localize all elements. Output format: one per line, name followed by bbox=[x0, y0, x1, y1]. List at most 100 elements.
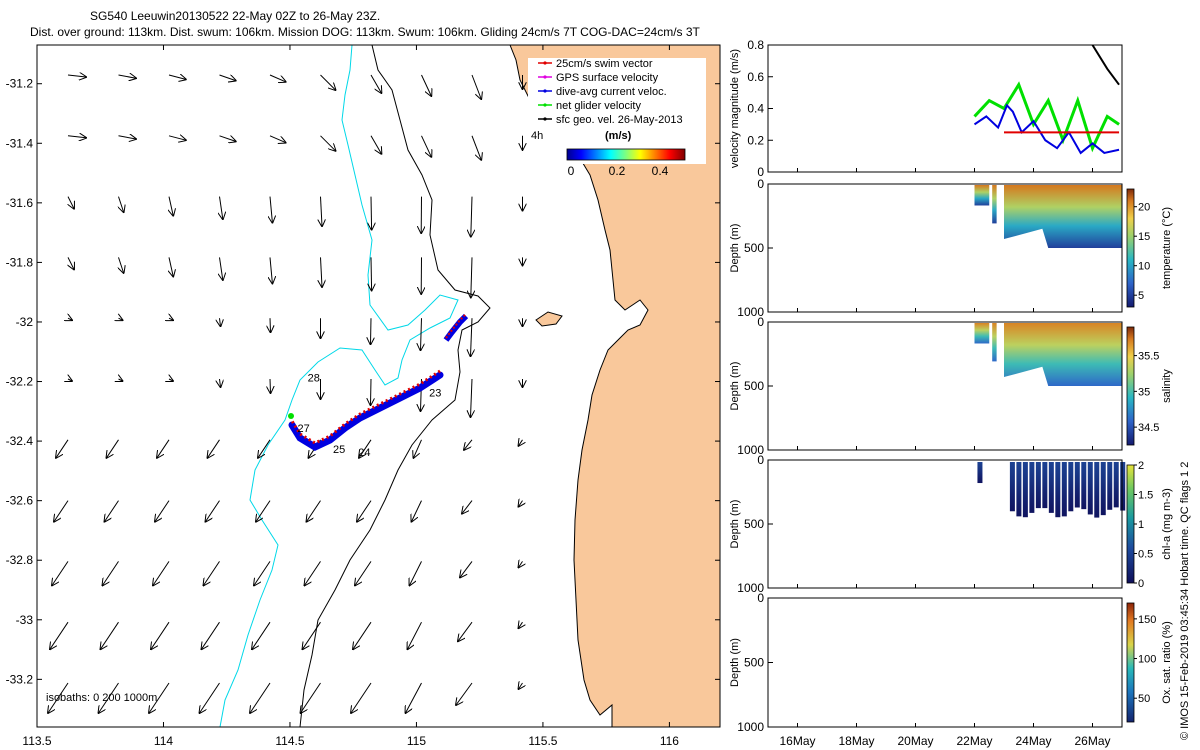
geo-velocity-arrow bbox=[471, 257, 472, 297]
geo-velocity-arrow bbox=[371, 196, 372, 230]
chl-profile-strip bbox=[1035, 462, 1041, 509]
panel-y-label: velocity magnitude (m/s) bbox=[729, 49, 741, 168]
legend-label: dive-avg current veloc. bbox=[556, 86, 667, 98]
geo-velocity-arrow bbox=[155, 500, 170, 522]
panel-3: 0 500 1000 0 0.5 1 1.5 2 chl-a (mg m-3) Depth (m) bbox=[729, 453, 1173, 595]
geo-velocity-arrow bbox=[519, 501, 523, 507]
geo-velocity-arrow bbox=[270, 257, 272, 283]
panel-frame bbox=[767, 321, 1123, 451]
geo-velocity-arrow bbox=[67, 75, 86, 77]
y-tick-label: 500 bbox=[744, 656, 764, 670]
time-tick-label: 22May bbox=[956, 734, 992, 748]
chl-profile-strip bbox=[1120, 462, 1126, 511]
geo-velocity-arrow bbox=[153, 561, 170, 585]
island bbox=[535, 311, 563, 327]
y-tick-label: 500 bbox=[744, 379, 764, 393]
time-tick-label: 20May bbox=[897, 734, 933, 748]
y-tick-label: 0 bbox=[757, 591, 764, 605]
chl-profile-strip bbox=[1042, 462, 1048, 509]
geo-velocity-arrow bbox=[220, 257, 223, 280]
geo-velocity-arrow bbox=[370, 135, 381, 154]
geo-velocity-arrow bbox=[370, 74, 381, 93]
velocity-series-line bbox=[1091, 44, 1120, 86]
map-y-tick-label: -33 bbox=[16, 613, 34, 627]
map-y-tick-label: -32.2 bbox=[6, 375, 34, 389]
chl-profile-strip bbox=[1107, 462, 1113, 510]
geo-velocity-arrow bbox=[97, 744, 119, 750]
geo-velocity-arrow bbox=[169, 196, 173, 216]
geo-velocity-arrow bbox=[169, 379, 173, 381]
map-x-tick-label: 116 bbox=[660, 734, 679, 748]
isobath-1000m bbox=[219, 45, 459, 727]
panel-colorbar bbox=[1126, 464, 1135, 584]
panel-y-label: Depth (m) bbox=[729, 224, 741, 273]
chl-profile-strip bbox=[1055, 462, 1061, 518]
geo-velocity-arrow bbox=[270, 318, 271, 332]
geo-velocity-arrow bbox=[204, 561, 220, 585]
map-y-tick-label: -31.8 bbox=[6, 255, 34, 269]
dac-track-north bbox=[443, 313, 469, 342]
panel-frame bbox=[767, 597, 1123, 728]
geo-velocity-arrow bbox=[320, 74, 336, 90]
geo-velocity-arrow bbox=[307, 500, 321, 522]
geo-velocity-arrow bbox=[254, 561, 271, 585]
geo-velocity-arrow bbox=[519, 561, 523, 567]
geo-velocity-arrow bbox=[519, 683, 523, 689]
y-tick-label: 0 bbox=[757, 165, 764, 179]
geo-velocity-arrow bbox=[50, 621, 69, 649]
colorbar-tick-label: 35 bbox=[1138, 386, 1150, 398]
velocity-series-line bbox=[973, 81, 1120, 153]
geo-velocity-arrow bbox=[248, 744, 270, 750]
geo-velocity-arrow bbox=[219, 74, 236, 81]
track-start-marker bbox=[288, 413, 294, 419]
legend-label: net glider velocity bbox=[556, 100, 641, 112]
panel-frame bbox=[767, 183, 1123, 313]
glider-track bbox=[288, 313, 469, 451]
geo-velocity-arrow bbox=[68, 196, 74, 209]
panel-colorbar bbox=[1126, 602, 1135, 723]
colorbar-tick-label: 1 bbox=[1138, 519, 1144, 531]
velocity-series-line bbox=[973, 103, 1120, 155]
map-y-axis: -31.2 -31.4 -31.6 -31.8 -32 -32.2 -32.4 -32.6 -3… bbox=[6, 77, 720, 686]
geo-velocity-arrow bbox=[151, 621, 170, 649]
geo-velocity-arrow bbox=[519, 744, 523, 750]
geo-velocity-arrow bbox=[519, 622, 523, 628]
y-tick-label: 1000 bbox=[737, 305, 764, 319]
geo-velocity-arrow bbox=[471, 196, 472, 237]
y-tick-label: 500 bbox=[744, 241, 764, 255]
geo-velocity-arrow bbox=[462, 500, 473, 514]
geo-velocity-arrow bbox=[321, 257, 323, 287]
geo-velocity-arrow bbox=[258, 439, 271, 458]
geo-velocity-arrow bbox=[269, 135, 286, 143]
time-axis: 16May 18May 20May 22May 24May 26May bbox=[779, 734, 1110, 748]
time-tick-label: 24May bbox=[1015, 734, 1051, 748]
colorbar-tick-1: 0.2 bbox=[609, 164, 626, 178]
geo-velocity-arrow bbox=[206, 500, 220, 522]
map-x-tick-label: 113.5 bbox=[22, 734, 51, 748]
map-y-tick-label: -32 bbox=[16, 315, 34, 329]
map-y-tick-label: -33.2 bbox=[6, 672, 34, 686]
geo-velocity-arrow bbox=[119, 257, 124, 273]
legend-marker bbox=[543, 117, 547, 121]
dac-track-band bbox=[288, 371, 444, 451]
profile-section-main bbox=[1004, 185, 1122, 248]
panel-colorbar bbox=[1126, 326, 1135, 446]
map-y-tick-label: -31.2 bbox=[6, 77, 34, 91]
geo-velocity-arrow bbox=[414, 439, 422, 458]
chl-profile-strip bbox=[1081, 462, 1087, 510]
legend-marker bbox=[543, 61, 547, 65]
y-tick-label: 0.8 bbox=[747, 38, 764, 52]
panel-0: 0 0.2 0.4 0.6 0.8 velocity magnitude (m/s) bbox=[729, 38, 1123, 179]
panel-4: 0 500 1000 50 100 150 Ox. sat. ratio (%) Depth … bbox=[729, 591, 1173, 734]
geo-velocity-arrow bbox=[270, 378, 271, 393]
profile-block-early bbox=[974, 185, 990, 206]
chl-profile-strip bbox=[1113, 462, 1119, 508]
map-x-tick-label: 115.5 bbox=[528, 734, 557, 748]
time-tick-label: 26May bbox=[1074, 734, 1110, 748]
panel-frame bbox=[767, 44, 1123, 173]
panel-y-label: Depth (m) bbox=[729, 362, 741, 411]
legend-marker bbox=[543, 75, 547, 79]
colorbar-label: chl-a (mg m-3) bbox=[1161, 488, 1173, 560]
colorbar-tick-0: 0 bbox=[568, 164, 575, 178]
geo-velocity-arrow bbox=[349, 744, 371, 750]
